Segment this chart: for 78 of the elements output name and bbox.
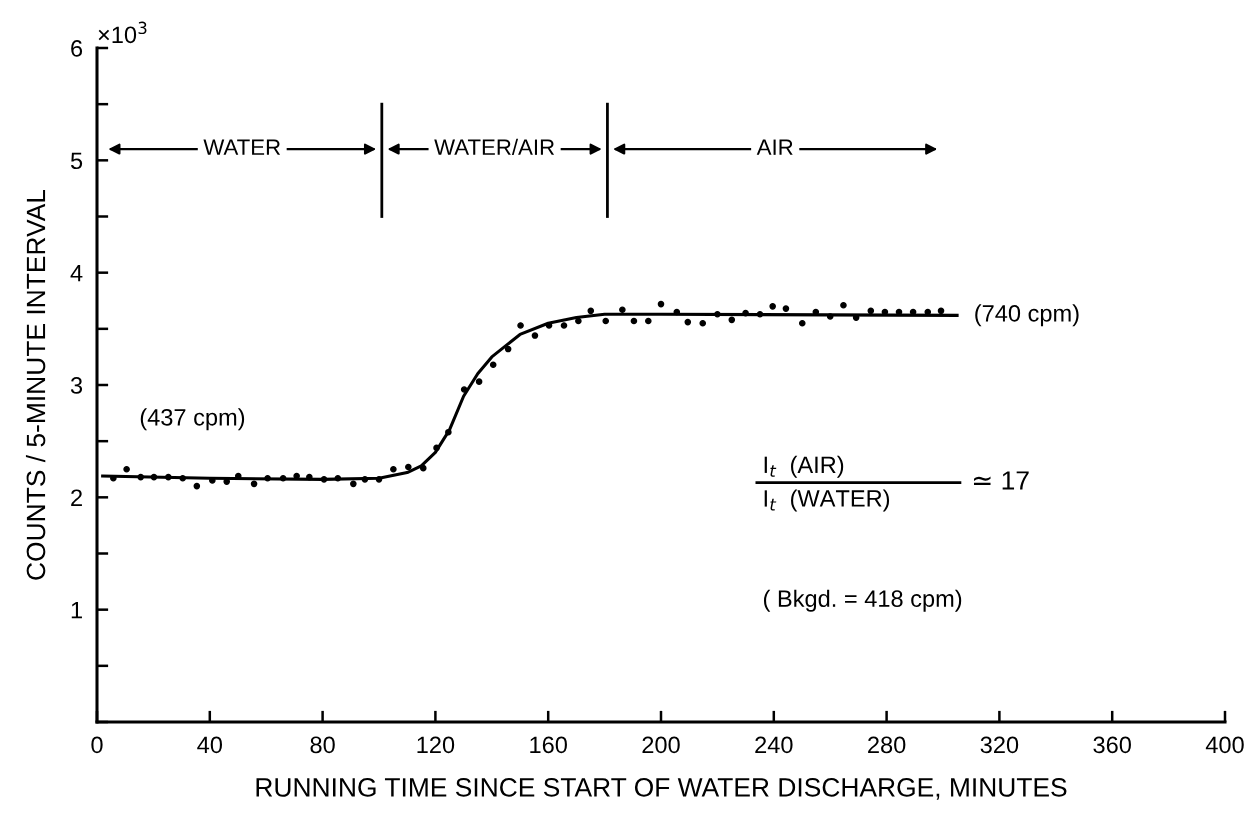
point [150, 473, 158, 481]
point [714, 310, 721, 318]
point [279, 474, 287, 482]
point [769, 303, 776, 310]
point [602, 317, 610, 325]
point [489, 361, 497, 369]
point [179, 474, 187, 482]
point [137, 473, 145, 481]
point [517, 322, 524, 329]
y-tick-label: 4 [70, 264, 83, 282]
point [306, 473, 313, 481]
y-tick-label: 6 [71, 40, 83, 57]
point [334, 474, 342, 482]
point [375, 476, 383, 483]
point [699, 319, 707, 327]
x-tick-label: 240 [755, 736, 793, 754]
x-tick-label: 160 [530, 736, 567, 754]
x-tick-label: 280 [868, 736, 906, 754]
point [826, 313, 834, 320]
x-axis-title: RUNNING TIME SINCE START OF WATER DISCHARGE, MINUTES [256, 778, 1067, 800]
x-tick-label: 40 [197, 736, 223, 754]
point [575, 317, 582, 325]
point [630, 317, 638, 325]
point [657, 300, 665, 308]
x-tick-label: 360 [1093, 736, 1131, 754]
point [165, 473, 172, 481]
point [419, 464, 427, 472]
point [123, 465, 130, 473]
point [673, 308, 681, 316]
point [350, 480, 357, 488]
point [645, 317, 652, 325]
annotation: ( Bkgd. = 418 cpm) [763, 589, 962, 612]
annotation: WATER/AIR [434, 138, 555, 156]
point [937, 307, 945, 315]
point [684, 318, 692, 326]
point [264, 474, 271, 482]
point [405, 463, 412, 471]
annotation: WATER [203, 139, 281, 155]
point [250, 480, 258, 488]
point [504, 345, 512, 353]
x-tick-label: 400 [1205, 736, 1244, 754]
point [742, 309, 749, 317]
y-tick-label: 1 [71, 601, 82, 619]
y-axis-title: COUNTS / 5-MINUTE INTERVAL [25, 189, 46, 580]
point [531, 332, 539, 339]
point [728, 316, 736, 324]
annotation: I$_{t}$ (WATER) [764, 489, 890, 512]
text: ×10$^{3}$ [98, 21, 147, 44]
point [445, 428, 452, 436]
point [193, 482, 201, 490]
point [320, 476, 328, 483]
point [619, 306, 626, 314]
point [756, 310, 764, 318]
point [390, 465, 397, 473]
x-tick-label: 0 [91, 736, 103, 754]
y-tick-label: 2 [71, 489, 82, 506]
point [867, 307, 875, 315]
point [798, 319, 806, 327]
annotation: I$_{t}$ (AIR) [764, 455, 844, 478]
point [361, 476, 369, 483]
x-tick-label: 120 [417, 736, 455, 754]
x-tick-label: 200 [642, 736, 680, 754]
x-tick-label: 320 [980, 736, 1019, 754]
annotation: ≃ 17 [974, 471, 1029, 490]
point [840, 301, 847, 309]
y-tick-label: 3 [70, 377, 83, 394]
point [587, 307, 595, 315]
point [782, 305, 790, 312]
x-tick-label: 80 [310, 736, 335, 754]
annotation: (740 cpm) [975, 304, 1079, 327]
point [433, 444, 440, 452]
point [460, 386, 468, 393]
annotation: (437 cpm) [140, 408, 245, 431]
point [560, 322, 568, 329]
point [223, 478, 231, 485]
y-tick-label: 5 [70, 152, 83, 170]
annotation: AIR [756, 139, 793, 155]
point [475, 378, 483, 385]
